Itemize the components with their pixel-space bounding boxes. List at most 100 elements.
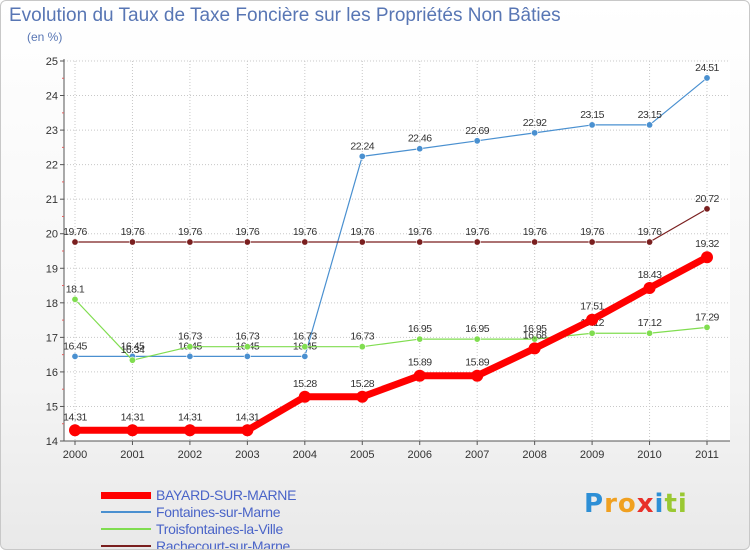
y-tick-label: 19 [46,263,58,275]
series-point-1 [416,145,424,153]
series-point-1 [71,352,79,360]
data-label-0: 14.31 [63,411,87,423]
data-label-1: 24.51 [695,62,719,74]
data-label-2: 16.95 [523,323,547,335]
series-point-2 [186,343,194,351]
data-label-1: 22.69 [465,125,489,137]
x-tick-label: 2009 [580,449,604,461]
series-point-3 [416,238,424,246]
series-point-3 [358,238,366,246]
data-label-3: 19.76 [580,226,604,238]
series-point-1 [301,352,309,360]
logo-letter: P [584,489,605,519]
data-label-3: 19.76 [408,226,432,238]
x-tick-label: 2001 [120,449,144,461]
series-line-2 [74,298,708,361]
y-tick-label: 16 [46,367,58,379]
data-label-3: 20.72 [695,193,719,205]
x-tick-label: 2011 [695,449,719,461]
data-label-3: 19.76 [638,226,662,238]
series-point-0 [69,424,81,437]
series-point-1 [531,129,539,137]
data-label-2: 17.12 [638,317,662,329]
series-point-2 [128,356,136,364]
series-point-0 [528,342,541,355]
y-axis-unit: (en %) [27,30,63,44]
data-label-1: 22.24 [350,140,374,152]
data-label-0: 16.68 [523,329,547,341]
series-point-1 [473,137,481,145]
series-point-0 [586,313,599,326]
legend-swatch [101,545,151,547]
series-point-1 [703,74,711,82]
data-label-0: 17.51 [580,301,604,313]
data-label-1: 23.15 [638,109,662,121]
series-point-2 [531,335,539,343]
legend-swatch [101,492,151,499]
series-point-1 [243,352,251,360]
data-label-2: 16.95 [408,323,432,335]
series-line-3 [75,208,708,243]
data-label-3: 19.76 [121,226,145,238]
y-tick-label: 15 [46,401,58,413]
series-point-3 [243,238,251,246]
x-tick-label: 2003 [235,449,259,461]
series-line-0 [75,254,709,434]
data-label-1: 22.46 [408,133,432,145]
series-point-2 [703,323,711,331]
data-label-3: 19.76 [465,226,489,238]
legend-label: Troisfontaines-la-Ville [156,521,283,537]
x-tick-label: 2005 [350,449,374,461]
series-point-2 [588,329,596,337]
data-label-0: 15.89 [465,357,489,369]
logo-letter: i [677,489,688,519]
series-point-2 [646,329,654,337]
y-tick-label: 21 [46,194,58,206]
series-point-3 [703,205,711,213]
series-line-1 [75,77,708,357]
series-point-2 [416,335,424,343]
series-point-0 [126,424,139,437]
y-tick-label: 17 [46,332,58,344]
y-tick-label: 18 [46,298,58,310]
series-point-0 [413,369,426,382]
data-label-0: 18.43 [638,269,662,281]
series-point-3 [473,238,481,246]
data-label-0: 14.31 [178,411,202,423]
data-label-2: 16.34 [121,344,145,356]
data-label-3: 19.76 [63,226,87,238]
series-point-3 [531,238,539,246]
series-point-2 [243,343,251,351]
x-tick-label: 2008 [522,449,546,461]
data-label-0: 14.31 [235,411,259,423]
series-point-0 [643,281,656,294]
data-label-3: 19.76 [178,226,202,238]
chart-title: Evolution du Taux de Taxe Foncière sur l… [9,5,561,26]
legend-label: BAYARD-SUR-MARNE [156,487,297,503]
logo-letter: o [617,489,637,519]
x-tick-label: 2002 [178,449,202,461]
data-label-1: 16.45 [63,340,87,352]
series-point-3 [186,238,194,246]
legend-swatch [101,528,151,530]
logo-letter: r [604,489,618,519]
series-point-1 [186,352,194,360]
data-label-2: 16.73 [235,331,259,343]
y-tick-label: 22 [46,160,58,172]
series-point-2 [301,343,309,351]
series-point-3 [71,238,79,246]
data-label-2: 16.95 [465,323,489,335]
series-point-0 [183,424,196,437]
data-label-0: 15.89 [408,357,432,369]
y-tick-label: 20 [46,229,58,241]
series-point-0 [471,369,484,382]
data-label-0: 15.28 [293,378,317,390]
series-point-3 [588,238,596,246]
data-label-2: 16.73 [178,331,202,343]
legend-label: Rachecourt-sur-Marne [156,538,291,550]
data-label-3: 19.76 [293,226,317,238]
series-point-3 [646,238,654,246]
logo-letter: t [664,489,678,519]
